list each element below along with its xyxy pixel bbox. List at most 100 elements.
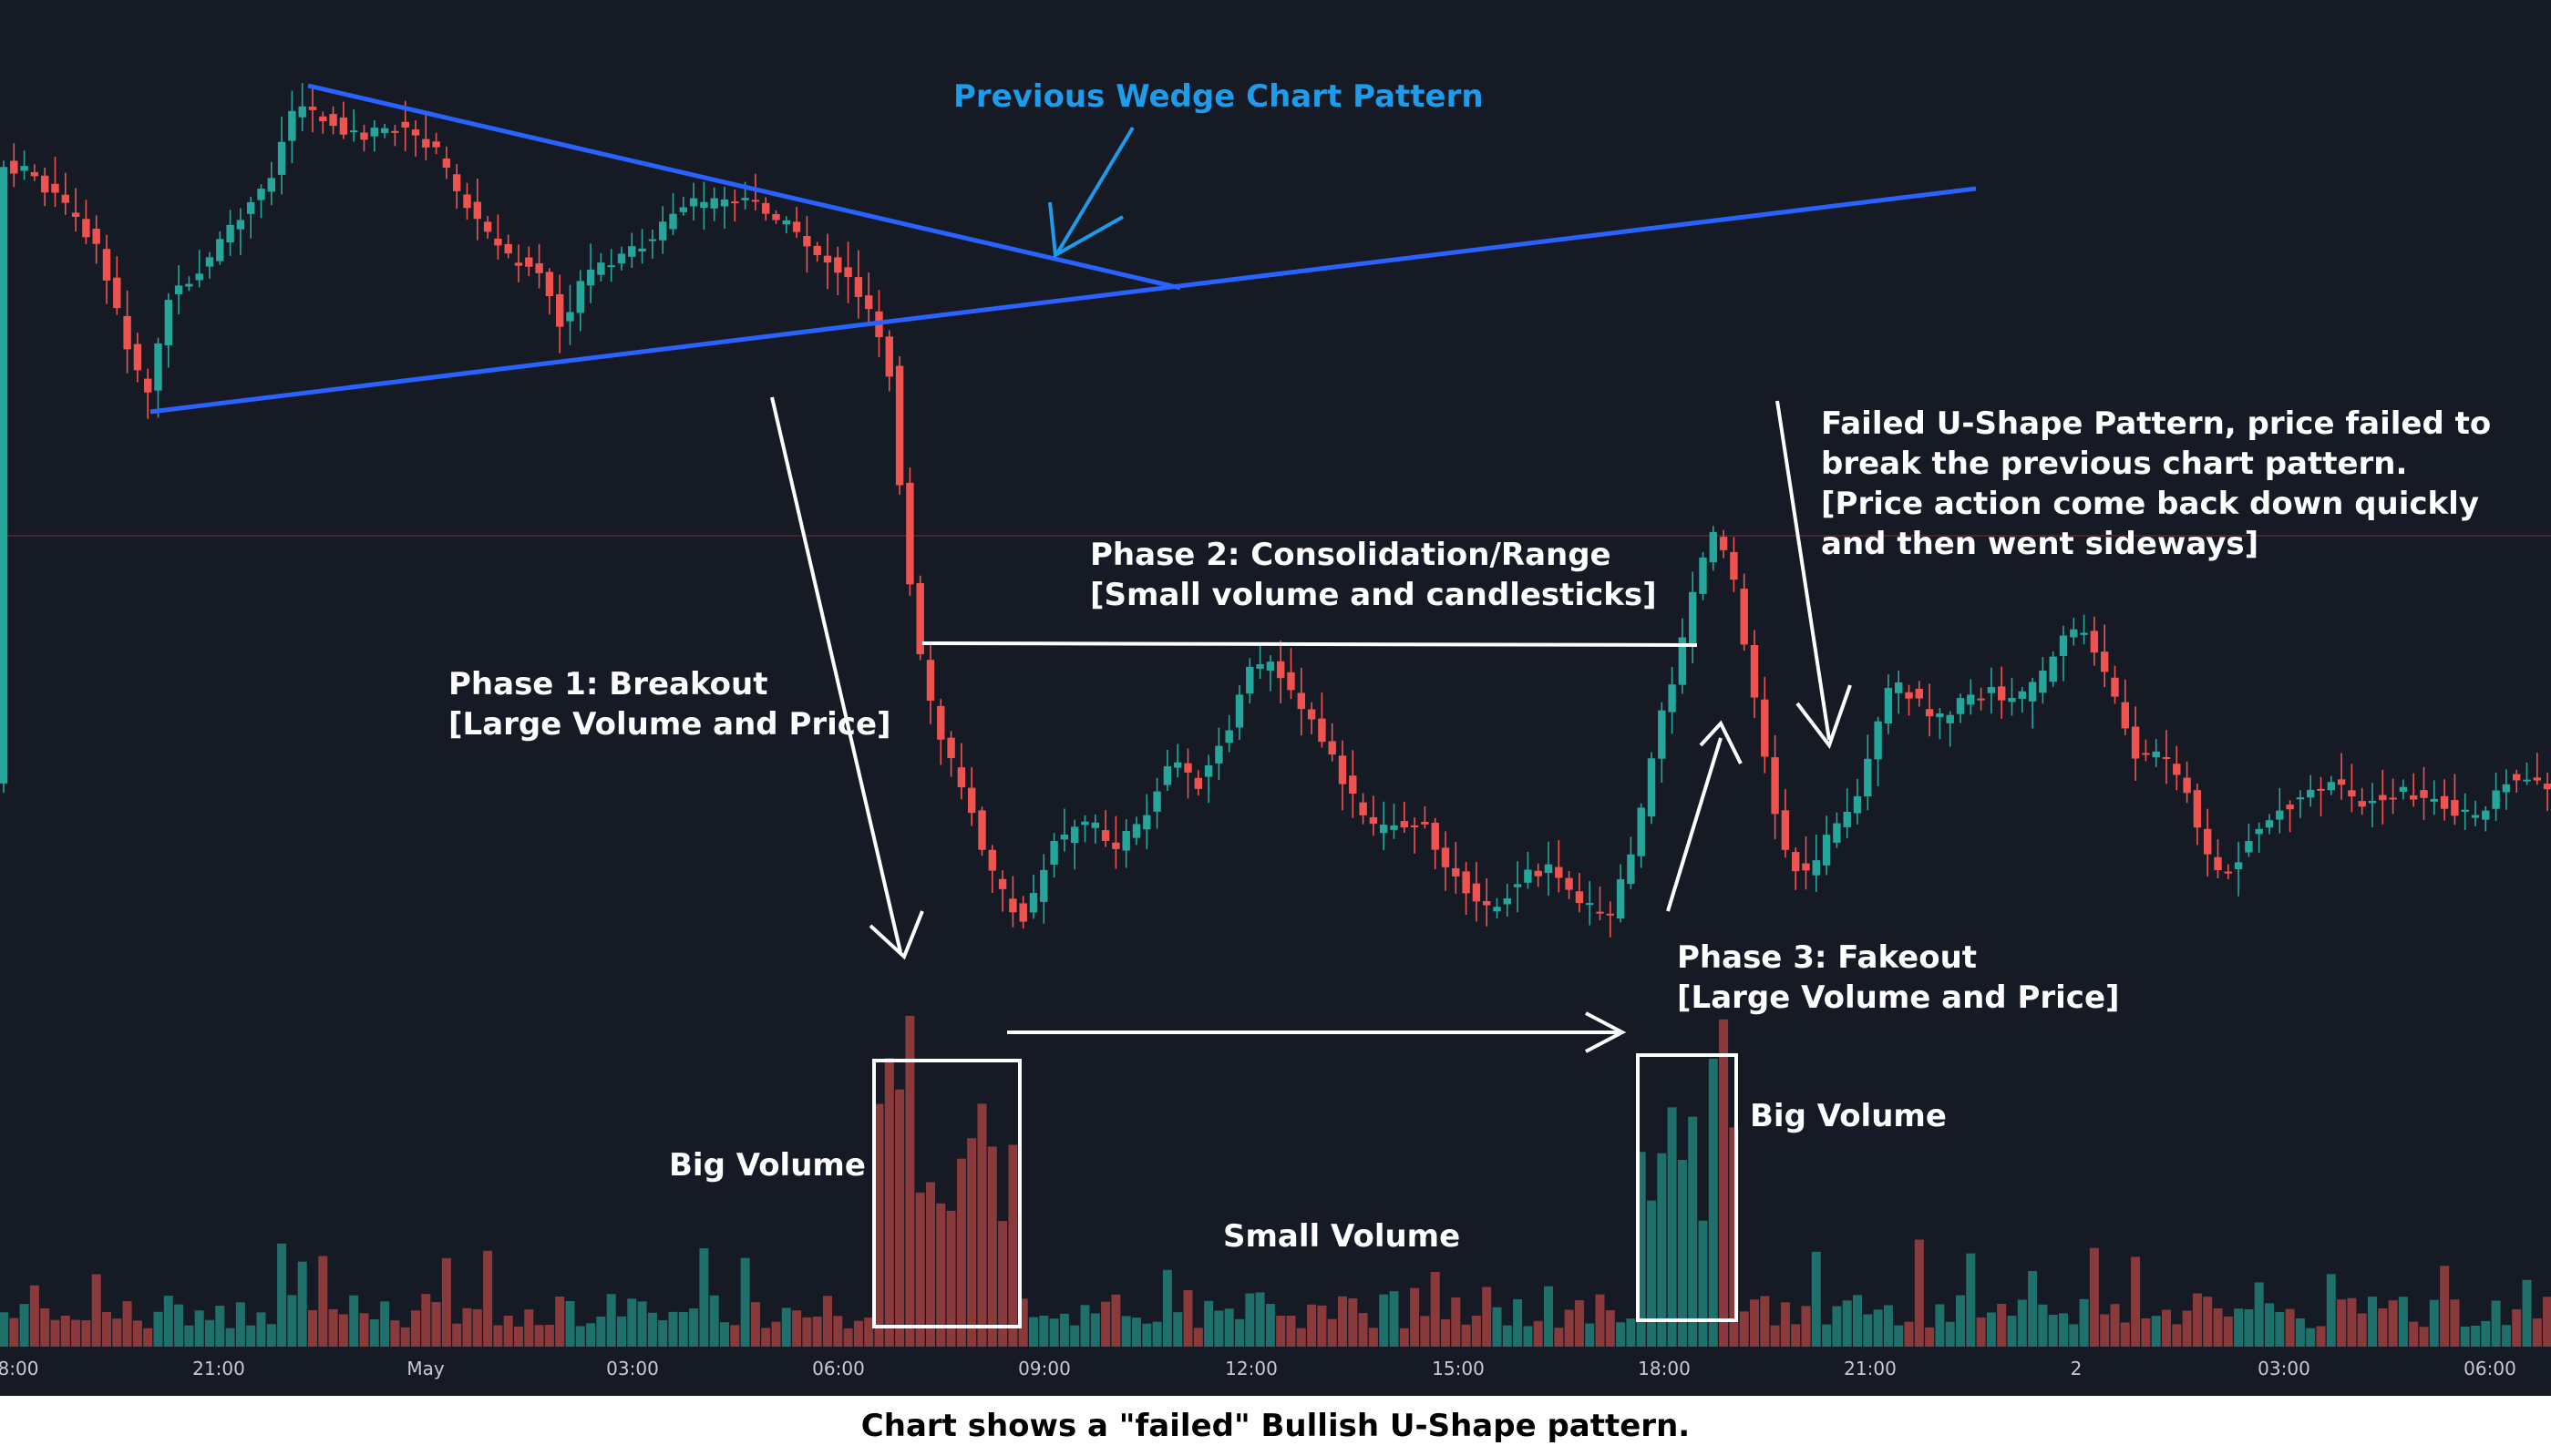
candle-body (1616, 879, 1625, 919)
volume-bar (1111, 1294, 1121, 1347)
candle-body (1071, 826, 1079, 844)
candle-body (494, 238, 502, 246)
candle-body (2121, 702, 2129, 729)
candle-body (2142, 753, 2150, 755)
volume-bar (1729, 1127, 1739, 1347)
x-tick-label: 15:00 (1432, 1358, 1485, 1379)
candle-body (1297, 692, 1305, 710)
candle-body (2028, 682, 2037, 702)
candle-body (1678, 637, 1687, 685)
volume-bar (1791, 1324, 1801, 1347)
volume-bar (956, 1158, 966, 1347)
volume-bar (503, 1315, 513, 1347)
candle-body (1596, 911, 1604, 914)
phase3-sublabel: [Large Volume and Price] (1677, 979, 2120, 1016)
volume-bar (709, 1295, 719, 1347)
volume-bar (266, 1324, 276, 1347)
candle-body (10, 160, 18, 174)
candle-body (298, 106, 306, 118)
volume-bar (1049, 1318, 1059, 1347)
candle-body (370, 128, 378, 137)
volume-bar (658, 1320, 668, 1347)
candle-body (1586, 903, 1594, 906)
volume-bar (174, 1304, 184, 1347)
volume-bar (122, 1301, 132, 1347)
volume-bar (184, 1325, 194, 1347)
volume-bar (1059, 1313, 1069, 1347)
volume-bar (1708, 1058, 1718, 1347)
volume-bar (235, 1302, 245, 1347)
volume-bar (2368, 1297, 2377, 1347)
volume-bar (1358, 1312, 1368, 1347)
volume-bar (2079, 1298, 2089, 1347)
candle-body (1895, 682, 1903, 693)
volume-bar (2048, 1315, 2058, 1347)
volume-bar (1235, 1318, 1244, 1347)
candle-body (1441, 847, 1450, 867)
candle-body (916, 582, 924, 655)
volume-bar (781, 1307, 791, 1347)
phase2-label: Phase 2: Consolidation/Range (1090, 537, 1611, 573)
range-top-line (921, 641, 1698, 647)
failed-label-line2: break the previous chart pattern. (1821, 446, 2407, 482)
volume-bar (1255, 1292, 1265, 1347)
candle-body (1410, 825, 1419, 827)
volume-bar (1750, 1299, 1759, 1347)
volume-bar (514, 1326, 523, 1347)
candle-body (1380, 825, 1388, 834)
candle-body (1019, 903, 1027, 922)
volume-bar (452, 1323, 462, 1347)
x-tick-label: 06:00 (812, 1358, 865, 1379)
wedge-arrow (1048, 126, 1135, 259)
candle-body (937, 705, 945, 740)
volume-bar (194, 1310, 204, 1347)
candle-body (813, 245, 821, 255)
candle-body (2327, 782, 2335, 791)
volume-bar (1348, 1298, 1358, 1347)
candle-body (20, 166, 28, 171)
volume-bar (1471, 1315, 1481, 1347)
candle-body (205, 257, 214, 267)
candle-body (1781, 810, 1790, 850)
volume-bar (60, 1315, 70, 1347)
volume-bar (1904, 1321, 1914, 1347)
volume-bar (0, 1312, 8, 1347)
volume-bar (586, 1323, 596, 1347)
candle-body (1204, 764, 1213, 777)
candle-body (2039, 670, 2047, 693)
candle-body (792, 221, 801, 232)
volume-bar (1224, 1308, 1234, 1347)
candle-body (1266, 661, 1275, 672)
x-tick-label: 06:00 (2464, 1358, 2516, 1379)
volume-bar (1441, 1318, 1450, 1347)
candle-body (1709, 531, 1717, 563)
volume-bar (2512, 1308, 2522, 1347)
volume-bar (1101, 1301, 1111, 1347)
candle-body (123, 315, 131, 350)
candle-body (1771, 757, 1779, 815)
x-tick-label: 09:00 (1018, 1358, 1071, 1379)
volume-bar (328, 1308, 338, 1347)
volume-bar (1677, 1160, 1687, 1347)
volume-bar (678, 1311, 688, 1347)
volume-bar (2162, 1309, 2171, 1347)
candle-body (2008, 697, 2016, 702)
volume-bar (2100, 1314, 2110, 1347)
volume-bar (1585, 1323, 1595, 1347)
candle-body (277, 141, 286, 175)
volume-bar (2450, 1299, 2460, 1347)
volume-bar (1533, 1320, 1543, 1347)
volume-bar (431, 1302, 441, 1347)
candle-body (762, 202, 770, 214)
candle-body (1833, 823, 1841, 843)
volume-bar (2326, 1274, 2336, 1347)
candle-body (998, 878, 1007, 889)
volume-bar (1574, 1300, 1584, 1347)
candle-body (566, 312, 574, 322)
volume-bar (802, 1317, 812, 1347)
candle-body (1390, 825, 1398, 830)
candle-body (1699, 557, 1707, 594)
volume-bar (2141, 1318, 2151, 1347)
volume-bar (761, 1328, 771, 1347)
volume-bar (1883, 1305, 1893, 1347)
